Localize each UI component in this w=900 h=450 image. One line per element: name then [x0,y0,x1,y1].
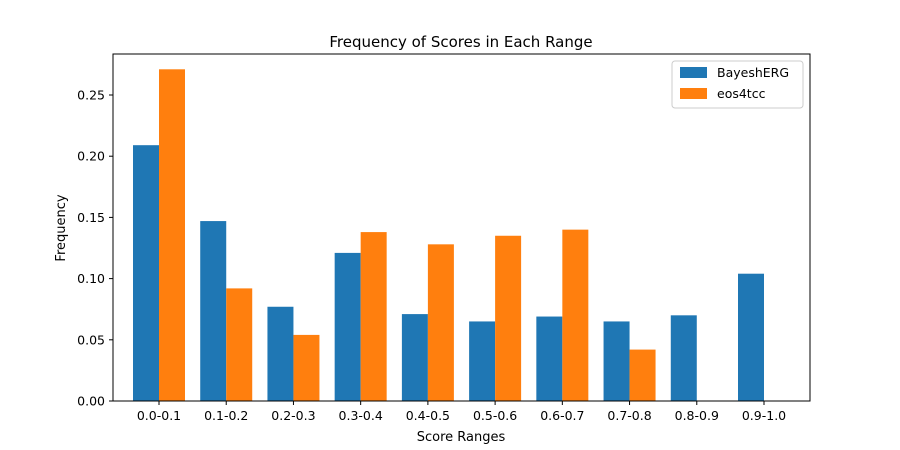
y-tick-label: 0.05 [77,332,105,347]
bar-eos4tcc-0.1-0.2 [226,288,253,401]
x-axis-label: Score Ranges [417,430,506,445]
x-tick-label: 0.5-0.6 [473,408,517,423]
bar-bayesherg-0.2-0.3 [267,306,294,401]
bar-eos4tcc-0.0-0.1 [159,69,185,402]
bar-bayesherg-0.7-0.8 [603,321,630,401]
bar-bayesherg-0.1-0.2 [200,221,227,401]
legend-swatch-eos4tcc [680,88,707,99]
y-tick-label: 0.10 [77,271,105,286]
bar-eos4tcc-0.4-0.5 [427,244,454,401]
legend: BayeshERG eos4tcc [671,60,804,109]
bar-bayesherg-0.8-0.9 [670,315,697,401]
x-tick-label: 0.9-1.0 [742,408,786,423]
legend-swatch-bayesherg [680,67,707,78]
x-ticks: 0.0-0.1 0.1-0.2 0.2-0.3 0.3-0.4 0.4-0.5 0.5-0… [137,401,786,423]
x-tick-label: 0.7-0.8 [607,408,651,423]
y-tick-label: 0.20 [77,149,105,164]
x-tick-label: 0.6-0.7 [540,408,584,423]
y-axis-label: Frequency [54,194,69,261]
bar-eos4tcc-0.5-0.6 [495,235,522,401]
bar-bayesherg-0.5-0.6 [469,321,496,401]
x-tick-label: 0.8-0.9 [675,408,719,423]
bar-eos4tcc-0.2-0.3 [293,334,320,401]
y-tick-label: 0.15 [77,210,105,225]
bar-bayesherg-0.0-0.1 [133,145,159,401]
bar-bayesherg-0.9-1.0 [738,273,764,401]
y-tick-label: 0.00 [77,394,105,409]
bar-bayesherg-0.4-0.5 [401,314,428,401]
x-tick-label: 0.3-0.4 [339,408,383,423]
x-tick-label: 0.2-0.3 [271,408,315,423]
y-tick-label: 0.25 [77,88,105,103]
legend-label-eos4tcc: eos4tcc [717,86,766,101]
x-tick-label: 0.0-0.1 [137,408,181,423]
bar-bayesherg-0.6-0.7 [536,316,563,401]
bar-bayesherg-0.3-0.4 [334,252,361,401]
bar-eos4tcc-0.7-0.8 [629,349,656,401]
x-tick-label: 0.1-0.2 [204,408,248,423]
legend-label-bayesherg: BayeshERG [717,65,789,80]
plot-frame [112,53,811,402]
y-ticks: 0.00 0.05 0.10 0.15 0.20 0.25 [77,88,113,409]
chart-title: Frequency of Scores in Each Range [329,33,592,51]
bars-layer [133,69,764,402]
x-tick-label: 0.4-0.5 [406,408,450,423]
bar-eos4tcc-0.3-0.4 [360,232,387,401]
bar-eos4tcc-0.6-0.7 [562,229,589,401]
